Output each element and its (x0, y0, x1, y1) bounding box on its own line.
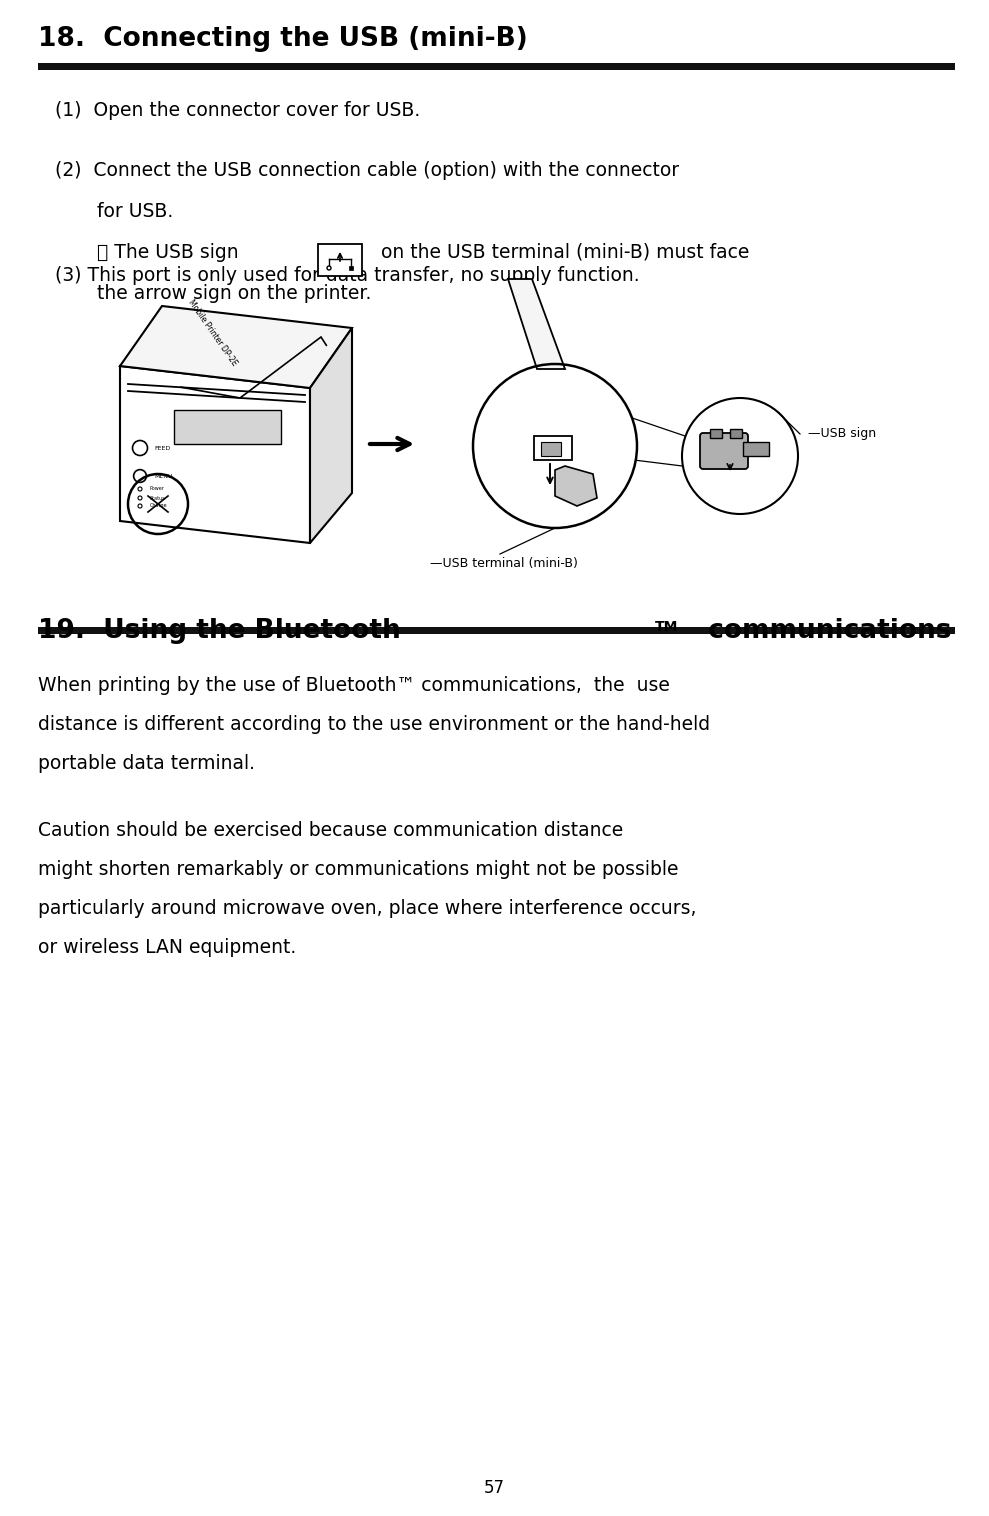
Polygon shape (120, 365, 310, 543)
Text: or wireless LAN equipment.: or wireless LAN equipment. (38, 938, 297, 957)
Text: (2)  Connect the USB connection cable (option) with the connector: (2) Connect the USB connection cable (op… (55, 161, 679, 180)
Text: communications: communications (690, 619, 951, 644)
Text: Charge: Charge (150, 503, 167, 508)
Text: —USB sign: —USB sign (808, 428, 876, 441)
Circle shape (138, 496, 142, 500)
Text: might shorten remarkably or communications might not be possible: might shorten remarkably or communicatio… (38, 860, 678, 879)
FancyBboxPatch shape (700, 434, 748, 468)
Text: portable data terminal.: portable data terminal. (38, 753, 255, 773)
Text: Mobile Printer DP-2E: Mobile Printer DP-2E (187, 299, 239, 368)
FancyBboxPatch shape (318, 244, 362, 276)
Circle shape (138, 487, 142, 491)
Polygon shape (555, 465, 597, 506)
FancyBboxPatch shape (174, 409, 281, 444)
Text: distance is different according to the use environment or the hand-held: distance is different according to the u… (38, 716, 710, 734)
Text: 18.  Connecting the USB (mini-B): 18. Connecting the USB (mini-B) (38, 26, 528, 52)
FancyBboxPatch shape (743, 443, 769, 456)
FancyBboxPatch shape (349, 265, 353, 270)
Circle shape (327, 265, 331, 270)
Text: particularly around microwave oven, place where interference occurs,: particularly around microwave oven, plac… (38, 899, 696, 919)
FancyBboxPatch shape (730, 429, 742, 438)
Text: When printing by the use of Bluetooth™ communications,  the  use: When printing by the use of Bluetooth™ c… (38, 676, 670, 694)
Text: for USB.: for USB. (55, 202, 173, 221)
Text: (1)  Open the connector cover for USB.: (1) Open the connector cover for USB. (55, 102, 420, 120)
FancyBboxPatch shape (710, 429, 722, 438)
Polygon shape (120, 306, 352, 388)
Text: 57: 57 (484, 1480, 505, 1496)
Circle shape (134, 470, 146, 482)
Text: Caution should be exercised because communication distance: Caution should be exercised because comm… (38, 822, 623, 840)
Text: MENU: MENU (154, 473, 172, 479)
FancyBboxPatch shape (534, 437, 572, 459)
Text: the arrow sign on the printer.: the arrow sign on the printer. (55, 283, 372, 303)
Polygon shape (508, 279, 565, 368)
Text: on the USB terminal (mini-B) must face: on the USB terminal (mini-B) must face (369, 243, 750, 262)
Polygon shape (310, 327, 352, 543)
Text: 19.  Using the Bluetooth: 19. Using the Bluetooth (38, 619, 401, 644)
Text: ・ The USB sign: ・ The USB sign (55, 243, 238, 262)
FancyBboxPatch shape (38, 628, 955, 634)
Text: Status: Status (150, 496, 166, 500)
Text: (3) This port is only used for data transfer, no supply function.: (3) This port is only used for data tran… (55, 265, 640, 285)
Text: TM: TM (655, 620, 678, 634)
FancyBboxPatch shape (541, 443, 561, 456)
Text: —USB terminal (mini-B): —USB terminal (mini-B) (430, 558, 578, 570)
Circle shape (133, 441, 147, 455)
Text: FEED: FEED (154, 446, 170, 450)
Circle shape (138, 503, 142, 508)
FancyBboxPatch shape (38, 64, 955, 70)
Text: Power: Power (150, 487, 165, 491)
